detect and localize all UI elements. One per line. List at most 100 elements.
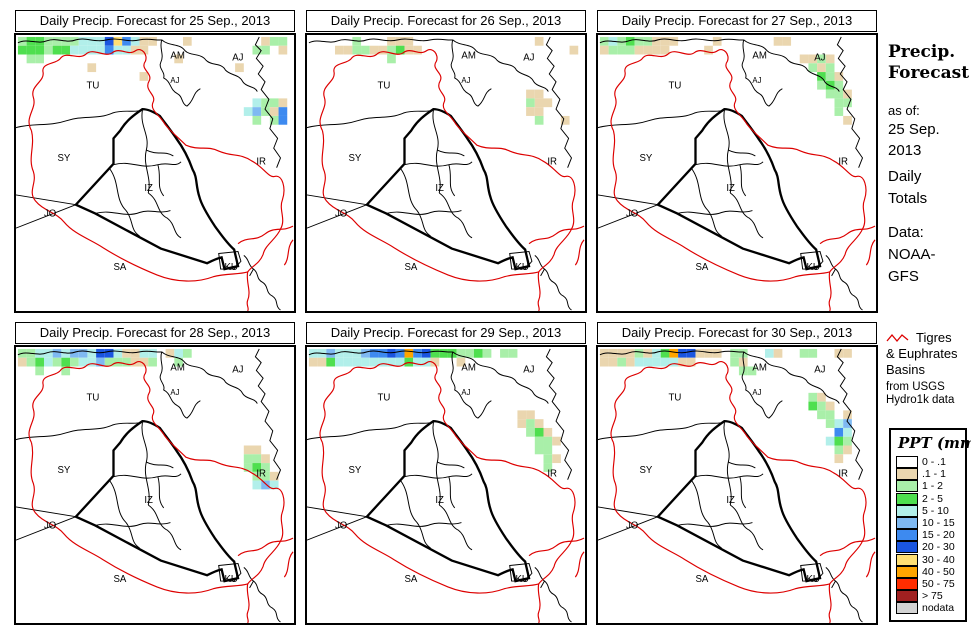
- panel-map: TU AM AJ AJ SY IZ IR JO SA KU: [14, 33, 296, 313]
- svg-text:JO: JO: [44, 520, 57, 531]
- legend-swatch: [896, 480, 918, 493]
- data-source-block: Data: NOAA- GFS: [888, 222, 936, 288]
- precip-cells: [599, 36, 852, 125]
- svg-text:SY: SY: [58, 153, 71, 164]
- panel-title-bar: Daily Precip. Forecast for 25 Sep., 2013: [15, 10, 295, 32]
- basin-note-line1: Tigres: [916, 330, 952, 345]
- svg-text:SA: SA: [404, 262, 417, 273]
- legend-entry: > 75: [896, 590, 960, 603]
- panel-map: TU AM AJ AJ SY IZ IR JO SA KU: [305, 345, 587, 625]
- legend-label: nodata: [922, 602, 955, 615]
- legend-label: 10 - 15: [922, 517, 955, 530]
- svg-text:TU: TU: [668, 393, 681, 404]
- forecast-map-svg: TU AM AJ AJ SY IZ IR JO SA KU: [598, 35, 876, 311]
- precip-cells: [308, 348, 561, 472]
- panel-map: TU AM AJ AJ SY IZ IR JO SA KU: [596, 33, 878, 313]
- forecast-panel-3: Daily Precip. Forecast for 27 Sep., 2013…: [596, 10, 878, 313]
- legend-entry: 2 - 5: [896, 492, 960, 505]
- legend-box: PPT (mm) 0 - .1.1 - 11 - 22 - 55 - 1010 …: [889, 428, 971, 623]
- data-label: Data:: [888, 224, 924, 241]
- svg-text:AJ: AJ: [461, 76, 470, 85]
- legend-label: .1 - 1: [922, 468, 946, 481]
- country-labels: TU AM AJ AJ SY IZ IR JO SA KU: [335, 50, 557, 273]
- svg-text:JO: JO: [626, 520, 639, 531]
- panel-title: Daily Precip. Forecast for 29 Sep., 2013: [330, 325, 562, 340]
- legend-swatch: [896, 565, 918, 578]
- forecast-panel-1: Daily Precip. Forecast for 25 Sep., 2013…: [14, 10, 296, 313]
- legend-swatch: [896, 492, 918, 505]
- svg-text:AJ: AJ: [170, 388, 179, 397]
- legend-label: 20 - 30: [922, 541, 955, 554]
- basin-note-src2: Hydro1k data: [886, 394, 955, 406]
- svg-text:AJ: AJ: [170, 76, 179, 85]
- legend-swatch: [896, 468, 918, 481]
- svg-text:IR: IR: [547, 157, 557, 168]
- data-source1: NOAA-: [888, 246, 936, 263]
- legend-entry: 40 - 50: [896, 565, 960, 578]
- legend-label: > 75: [922, 590, 943, 603]
- sidebar-title-line1: Precip.: [888, 42, 956, 62]
- svg-text:SY: SY: [640, 153, 653, 164]
- legend-entry: 0 - .1: [896, 456, 960, 469]
- legend-swatch: [896, 577, 918, 590]
- basin-note: Tigres & Euphrates Basins from USGS Hydr…: [886, 330, 958, 407]
- panel-title-bar: Daily Precip. Forecast for 28 Sep., 2013: [15, 322, 295, 344]
- legend-label: 40 - 50: [922, 565, 955, 578]
- panel-title-bar: Daily Precip. Forecast for 30 Sep., 2013: [597, 322, 877, 344]
- svg-text:AJ: AJ: [752, 76, 761, 85]
- svg-text:AJ: AJ: [232, 364, 243, 375]
- data-source2: GFS: [888, 268, 919, 285]
- svg-text:TU: TU: [668, 81, 681, 92]
- legend-label: 1 - 2: [922, 480, 944, 493]
- svg-text:SY: SY: [58, 465, 71, 476]
- svg-text:AJ: AJ: [814, 52, 825, 63]
- legend-entry: .1 - 1: [896, 468, 960, 481]
- legend-label: 5 - 10: [922, 504, 949, 517]
- svg-text:TU: TU: [377, 393, 390, 404]
- svg-text:AJ: AJ: [814, 364, 825, 375]
- panel-title: Daily Precip. Forecast for 28 Sep., 2013: [39, 325, 271, 340]
- svg-text:AJ: AJ: [523, 52, 534, 63]
- legend-swatch: [896, 529, 918, 542]
- svg-text:SA: SA: [113, 262, 126, 273]
- svg-text:KU: KU: [516, 262, 529, 273]
- country-labels: TU AM AJ AJ SY IZ IR JO SA KU: [44, 362, 266, 585]
- totals-label: Totals: [888, 190, 928, 207]
- basin-note-line2: & Euphrates: [886, 346, 958, 361]
- svg-text:IR: IR: [838, 469, 848, 480]
- svg-text:IZ: IZ: [726, 495, 735, 506]
- panel-title: Daily Precip. Forecast for 25 Sep., 2013: [39, 13, 271, 28]
- as-of-label: as of:: [888, 103, 920, 118]
- panel-title: Daily Precip. Forecast for 26 Sep., 2013: [330, 13, 562, 28]
- legend-entry: 1 - 2: [896, 480, 960, 493]
- precip-cells: [334, 36, 579, 125]
- country-labels: TU AM AJ AJ SY IZ IR JO SA KU: [44, 50, 266, 273]
- forecast-map-svg: TU AM AJ AJ SY IZ IR JO SA KU: [307, 347, 585, 623]
- svg-text:TU: TU: [86, 393, 99, 404]
- svg-text:AM: AM: [170, 362, 184, 373]
- as-of-block: as of: 25 Sep. 2013: [888, 102, 940, 161]
- svg-text:SY: SY: [349, 153, 362, 164]
- forecast-panel-4: Daily Precip. Forecast for 28 Sep., 2013…: [14, 322, 296, 625]
- legend-swatch: [896, 541, 918, 554]
- legend-entry: 50 - 75: [896, 577, 960, 590]
- svg-text:SA: SA: [695, 574, 708, 585]
- basin-note-line3: Basins: [886, 362, 926, 377]
- legend-label: 50 - 75: [922, 577, 955, 590]
- svg-text:SA: SA: [404, 574, 417, 585]
- legend-entry: 20 - 30: [896, 541, 960, 554]
- sidebar-title: Precip. Forecast: [888, 42, 969, 84]
- country-labels: TU AM AJ AJ SY IZ IR JO SA KU: [626, 362, 848, 585]
- svg-text:AJ: AJ: [752, 388, 761, 397]
- svg-text:IR: IR: [838, 157, 848, 168]
- svg-text:KU: KU: [807, 574, 820, 585]
- legend-label: 2 - 5: [922, 492, 944, 505]
- legend-entry: 30 - 40: [896, 553, 960, 566]
- forecast-panel-6: Daily Precip. Forecast for 30 Sep., 2013…: [596, 322, 878, 625]
- panel-map: TU AM AJ AJ SY IZ IR JO SA KU: [305, 33, 587, 313]
- forecast-map-svg: TU AM AJ AJ SY IZ IR JO SA KU: [307, 35, 585, 311]
- svg-text:TU: TU: [377, 81, 390, 92]
- sidebar: Precip. Forecast as of: 25 Sep. 2013 Dai…: [884, 0, 971, 635]
- svg-text:AJ: AJ: [232, 52, 243, 63]
